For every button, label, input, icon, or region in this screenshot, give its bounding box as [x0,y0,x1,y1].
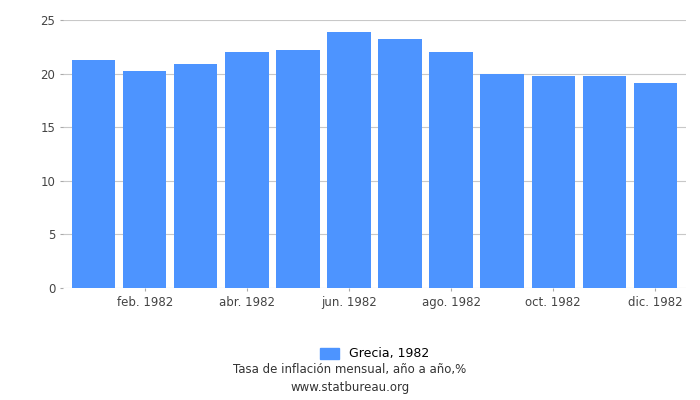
Bar [378,39,421,288]
Bar [328,32,371,288]
Bar [123,72,167,288]
Bar [582,76,626,288]
Bar [174,64,218,288]
Bar [276,50,320,288]
Bar [634,83,677,288]
Bar [72,60,116,288]
Bar [480,74,524,288]
Legend: Grecia, 1982: Grecia, 1982 [315,342,434,366]
Text: Tasa de inflación mensual, año a año,%: Tasa de inflación mensual, año a año,% [233,364,467,376]
Bar [225,52,269,288]
Text: www.statbureau.org: www.statbureau.org [290,382,410,394]
Bar [429,52,472,288]
Bar [531,76,575,288]
